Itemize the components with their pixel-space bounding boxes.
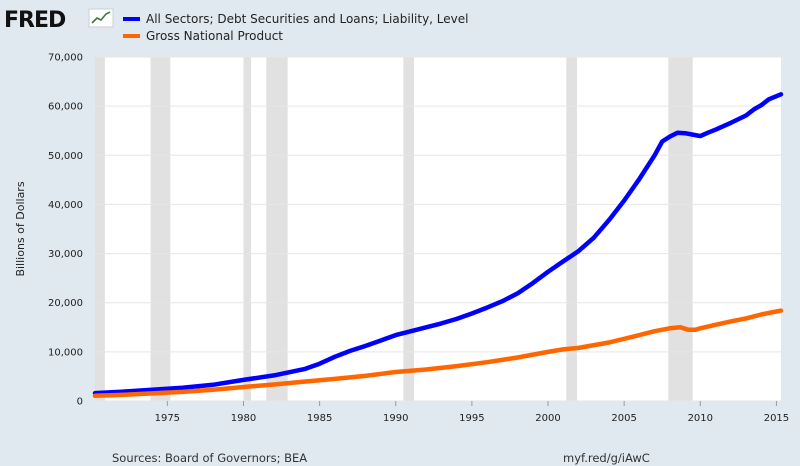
x-tick-label: 2010: [688, 413, 713, 424]
recession-band-3: [266, 57, 288, 401]
y-tick-label: 50,000: [48, 151, 83, 162]
sources-text: Sources: Board of Governors; BEA: [112, 451, 307, 465]
legend-item-gnp[interactable]: Gross National Product: [123, 29, 283, 43]
y-tick-label: 70,000: [48, 53, 83, 64]
y-axis-ticks: 0 10,000 20,000 30,000 40,000 50,000 60,000 70,…: [48, 53, 83, 408]
recession-bands: [95, 57, 693, 401]
recession-band-2: [243, 57, 252, 401]
x-tick-label: 1990: [383, 413, 408, 424]
x-tick-label: 1975: [155, 413, 180, 424]
y-tick-label: 60,000: [48, 102, 83, 113]
x-axis-ticks: 1975 1980 1985 1990 1995 2000 2005 2010 2015: [155, 401, 789, 424]
recession-band-4: [403, 57, 415, 401]
legend: All Sectors; Debt Securities and Loans; …: [123, 12, 468, 43]
x-tick-label: 2000: [535, 413, 560, 424]
y-tick-label: 20,000: [48, 298, 83, 309]
series-lines: [92, 92, 784, 399]
plot-area: [95, 57, 781, 401]
fred-logo-text: FRED: [4, 8, 66, 33]
recession-band-6: [668, 57, 693, 401]
legend-item-debt[interactable]: All Sectors; Debt Securities and Loans; …: [123, 12, 468, 26]
fred-logo[interactable]: FRED: [4, 8, 114, 33]
recession-band-0: [95, 57, 105, 401]
y-tick-label: 30,000: [48, 249, 83, 260]
x-tick-label: 2015: [764, 413, 789, 424]
y-tick-label: 0: [77, 397, 83, 408]
y-tick-label: 10,000: [48, 347, 83, 358]
short-url-link[interactable]: myf.red/g/iAwC: [563, 451, 650, 465]
gridlines: [95, 56, 781, 402]
series-line-debt: [92, 92, 784, 396]
y-axis-title: Billions of Dollars: [14, 181, 27, 276]
legend-label-gnp: Gross National Product: [146, 29, 283, 43]
trend-line-icon: [88, 8, 114, 28]
x-tick-label: 2005: [611, 413, 636, 424]
recession-band-5: [566, 57, 577, 401]
series-line-gnp: [92, 308, 784, 399]
legend-label-debt: All Sectors; Debt Securities and Loans; …: [146, 12, 468, 26]
recession-band-1: [150, 57, 171, 401]
y-tick-label: 40,000: [48, 200, 83, 211]
x-tick-label: 1995: [459, 413, 484, 424]
x-tick-label: 1980: [231, 413, 256, 424]
x-tick-label: 1985: [307, 413, 332, 424]
